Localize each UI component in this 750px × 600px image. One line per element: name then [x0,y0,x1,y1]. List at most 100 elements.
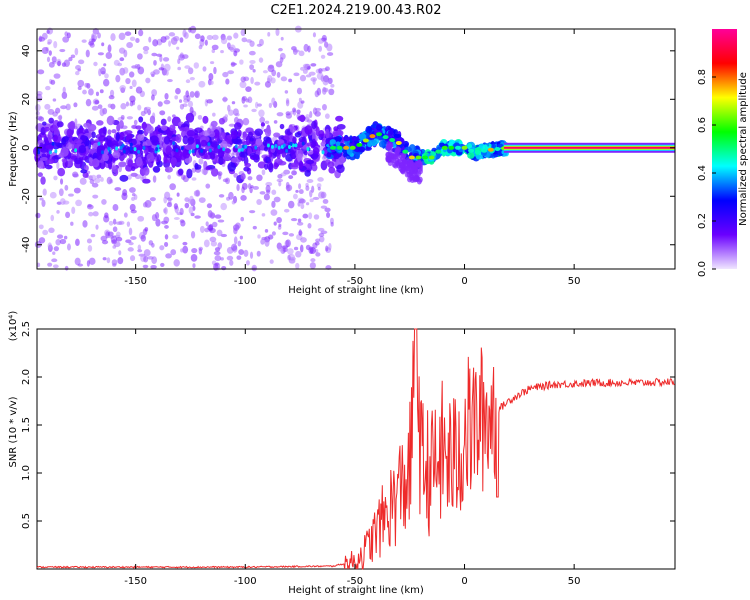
spectrogram-bright-spot [285,148,289,153]
spectrogram-band-dot [163,135,171,145]
spectrogram-speckle [142,202,148,208]
spectrogram-speckle [231,101,236,105]
spectrogram-speckle [239,235,244,240]
spectrogram-speckle [317,186,321,191]
spectrogram-trace-dot [357,146,363,152]
spectrogram-band-dot [80,169,88,174]
spectrogram-bright-spot [142,145,146,150]
spectrogram-speckle [206,35,213,41]
spectrogram-speckle [240,195,247,201]
spectrogram-speckle [269,259,274,264]
spectrogram-speckle [258,57,264,63]
spectrogram-speckle [90,233,96,238]
spectrogram-bright-spot [119,145,123,150]
spectrogram-band-dot [61,158,67,163]
spectrogram-speckle [129,255,136,262]
spectrogram-speckle [65,211,71,219]
spectrogram-speckle [55,107,61,114]
spectrogram-band-dot [292,136,297,144]
spectrogram-speckle [285,239,291,248]
spectrogram-speckle [227,70,235,75]
spectrogram-speckle [86,238,92,244]
spectrogram-trace-dot [351,136,358,142]
spectrogram-band-dot [142,166,150,176]
snr-y-tick-label: 2.0 [21,369,32,385]
spectrogram-speckle [273,120,278,124]
spectrogram-bright-spot [137,149,141,154]
spectrogram-speckle [308,212,313,220]
spectrogram-speckle [35,212,41,219]
spectrogram-bright-spot [155,147,159,152]
spectrogram-band-dot [124,130,133,135]
spectrogram-band-dot [118,162,127,168]
spectrogram-band-dot [107,160,113,170]
spectrogram-speckle [209,236,217,243]
spectrogram-speckle [131,196,135,201]
spectrogram-band-dot [163,155,168,164]
spectrogram-speckle [318,232,325,238]
spectrogram-band-dot [187,136,195,145]
spectrogram-speckle [128,227,133,236]
spectrogram-speckle [137,249,143,253]
spectrogram-speckle [298,189,304,195]
spectrogram-speckle [261,169,266,176]
spectrogram-speckle [270,77,276,84]
spectrogram-speckle [169,183,176,191]
spectrogram-trace-dot [389,127,394,135]
spectrogram-band-dot [40,176,46,185]
spectrogram-bright-spot [254,145,258,150]
spectrogram-speckle [50,79,56,85]
spectrogram-speckle [148,36,152,43]
spectrogram-speckle [75,238,80,247]
spectrogram-speckle [48,50,52,56]
spectrogram-trace-highlight [349,145,356,150]
spectrogram-trace-highlight [481,148,488,153]
spectrogram-trace-dot [409,160,415,167]
spectrogram-band-dot [210,120,218,128]
spectrogram-speckle [93,61,98,67]
spectrogram-speckle [229,44,236,53]
spectrogram-speckle [238,249,245,255]
spectrogram-speckle [314,241,320,246]
spectrogram-speckle [210,213,216,219]
spectrogram-speckle [307,223,312,229]
spectrogram-speckle [131,79,137,88]
spectrogram-speckle [118,220,125,225]
spectrogram-trace-dot [393,133,402,139]
spectrogram-speckle [118,47,126,54]
spectrogram-speckle [295,189,299,193]
spectrogram-speckle [147,108,152,116]
spectrogram-band-dot [37,172,43,178]
spectrogram-speckle [306,178,314,184]
spectrogram-speckle [188,206,194,215]
spectrogram-bright-spot [107,146,111,151]
spectrogram-speckle [155,218,161,227]
spectrogram-speckle [206,99,214,104]
spectrogram-band-dot [111,129,117,134]
spectrogram-speckle [189,76,195,81]
spectrogram-speckle [300,237,307,243]
spectrogram-speckle [182,245,189,254]
spectrogram-bright-spot [129,142,133,147]
spectrogram-band-dot [244,162,252,168]
spectrogram-band-dot [327,161,335,168]
spectrogram-trace-highlight [395,140,402,145]
spectrogram-band-dot [165,145,172,155]
spectrogram-speckle [296,87,303,95]
spectrogram-band-dot [304,125,313,135]
spectrogram-speckle [38,224,44,230]
spectrogram-speckle [305,185,310,191]
spectrogram-band-dot [218,156,224,166]
colorbar-tick-label: 0.4 [697,165,708,181]
spectrogram-band-dot [311,153,319,158]
spectrogram-trace-dot [329,139,336,145]
spectrogram-bright-spot [217,144,221,149]
spectrogram-speckle [300,100,305,104]
spectrogram-bright-spot [207,142,211,147]
spectrogram-speckle [115,231,121,237]
spectrogram-speckle [61,91,68,100]
spectrogram-speckle [209,80,214,85]
spectrogram-speckle [164,225,169,229]
spectrogram-speckle [287,200,295,209]
spectrogram-trace-dot [378,140,385,148]
